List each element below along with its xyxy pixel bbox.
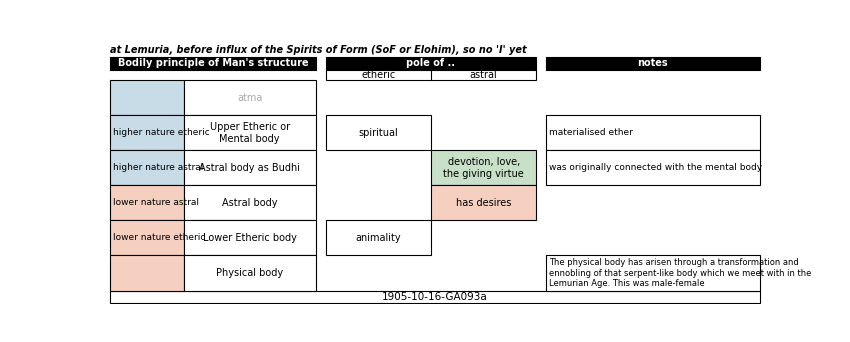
Text: atma: atma <box>237 93 263 103</box>
FancyBboxPatch shape <box>184 80 315 115</box>
Text: astral: astral <box>470 70 497 80</box>
FancyBboxPatch shape <box>110 80 184 115</box>
FancyBboxPatch shape <box>326 115 431 150</box>
Text: notes: notes <box>638 58 668 68</box>
Text: at Lemuria, before influx of the Spirits of Form (SoF or Elohim), so no 'I' yet: at Lemuria, before influx of the Spirits… <box>110 45 527 55</box>
FancyBboxPatch shape <box>326 221 431 255</box>
Text: Astral body: Astral body <box>222 198 277 208</box>
Text: etheric: etheric <box>361 70 395 80</box>
FancyBboxPatch shape <box>326 69 536 80</box>
FancyBboxPatch shape <box>431 185 536 221</box>
Text: spiritual: spiritual <box>359 128 398 138</box>
Text: higher nature astral: higher nature astral <box>113 163 204 172</box>
Text: higher nature etheric: higher nature etheric <box>113 128 210 137</box>
Text: 1905-10-16-GA093a: 1905-10-16-GA093a <box>382 292 488 302</box>
Text: Bodily principle of Man's structure: Bodily principle of Man's structure <box>117 58 308 68</box>
FancyBboxPatch shape <box>546 150 760 185</box>
Text: was originally connected with the mental body: was originally connected with the mental… <box>549 163 762 172</box>
FancyBboxPatch shape <box>546 115 760 150</box>
Text: lower nature astral: lower nature astral <box>113 198 199 208</box>
Text: Physical body: Physical body <box>216 268 283 278</box>
FancyBboxPatch shape <box>326 57 536 69</box>
Text: devotion, love,
the giving virtue: devotion, love, the giving virtue <box>444 157 524 179</box>
FancyBboxPatch shape <box>110 185 184 221</box>
Text: Upper Etheric or
Mental body: Upper Etheric or Mental body <box>210 122 290 144</box>
FancyBboxPatch shape <box>431 150 536 185</box>
FancyBboxPatch shape <box>110 290 760 303</box>
FancyBboxPatch shape <box>110 57 315 69</box>
FancyBboxPatch shape <box>184 221 315 255</box>
Text: animality: animality <box>355 233 401 243</box>
FancyBboxPatch shape <box>110 115 184 150</box>
FancyBboxPatch shape <box>184 255 315 290</box>
FancyBboxPatch shape <box>546 255 760 290</box>
FancyBboxPatch shape <box>110 150 184 185</box>
Text: lower nature etheric: lower nature etheric <box>113 234 206 242</box>
Text: has desires: has desires <box>456 198 512 208</box>
Text: Lower Etheric body: Lower Etheric body <box>202 233 297 243</box>
Text: The physical body has arisen through a transformation and
ennobling of that serp: The physical body has arisen through a t… <box>549 258 811 288</box>
Text: Astral body as Budhi: Astral body as Budhi <box>199 163 300 173</box>
FancyBboxPatch shape <box>546 57 760 69</box>
FancyBboxPatch shape <box>110 221 184 255</box>
Text: pole of ..: pole of .. <box>406 58 456 68</box>
FancyBboxPatch shape <box>110 255 184 290</box>
FancyBboxPatch shape <box>184 115 315 150</box>
FancyBboxPatch shape <box>184 185 315 221</box>
FancyBboxPatch shape <box>184 150 315 185</box>
Text: materialised ether: materialised ether <box>549 128 632 137</box>
